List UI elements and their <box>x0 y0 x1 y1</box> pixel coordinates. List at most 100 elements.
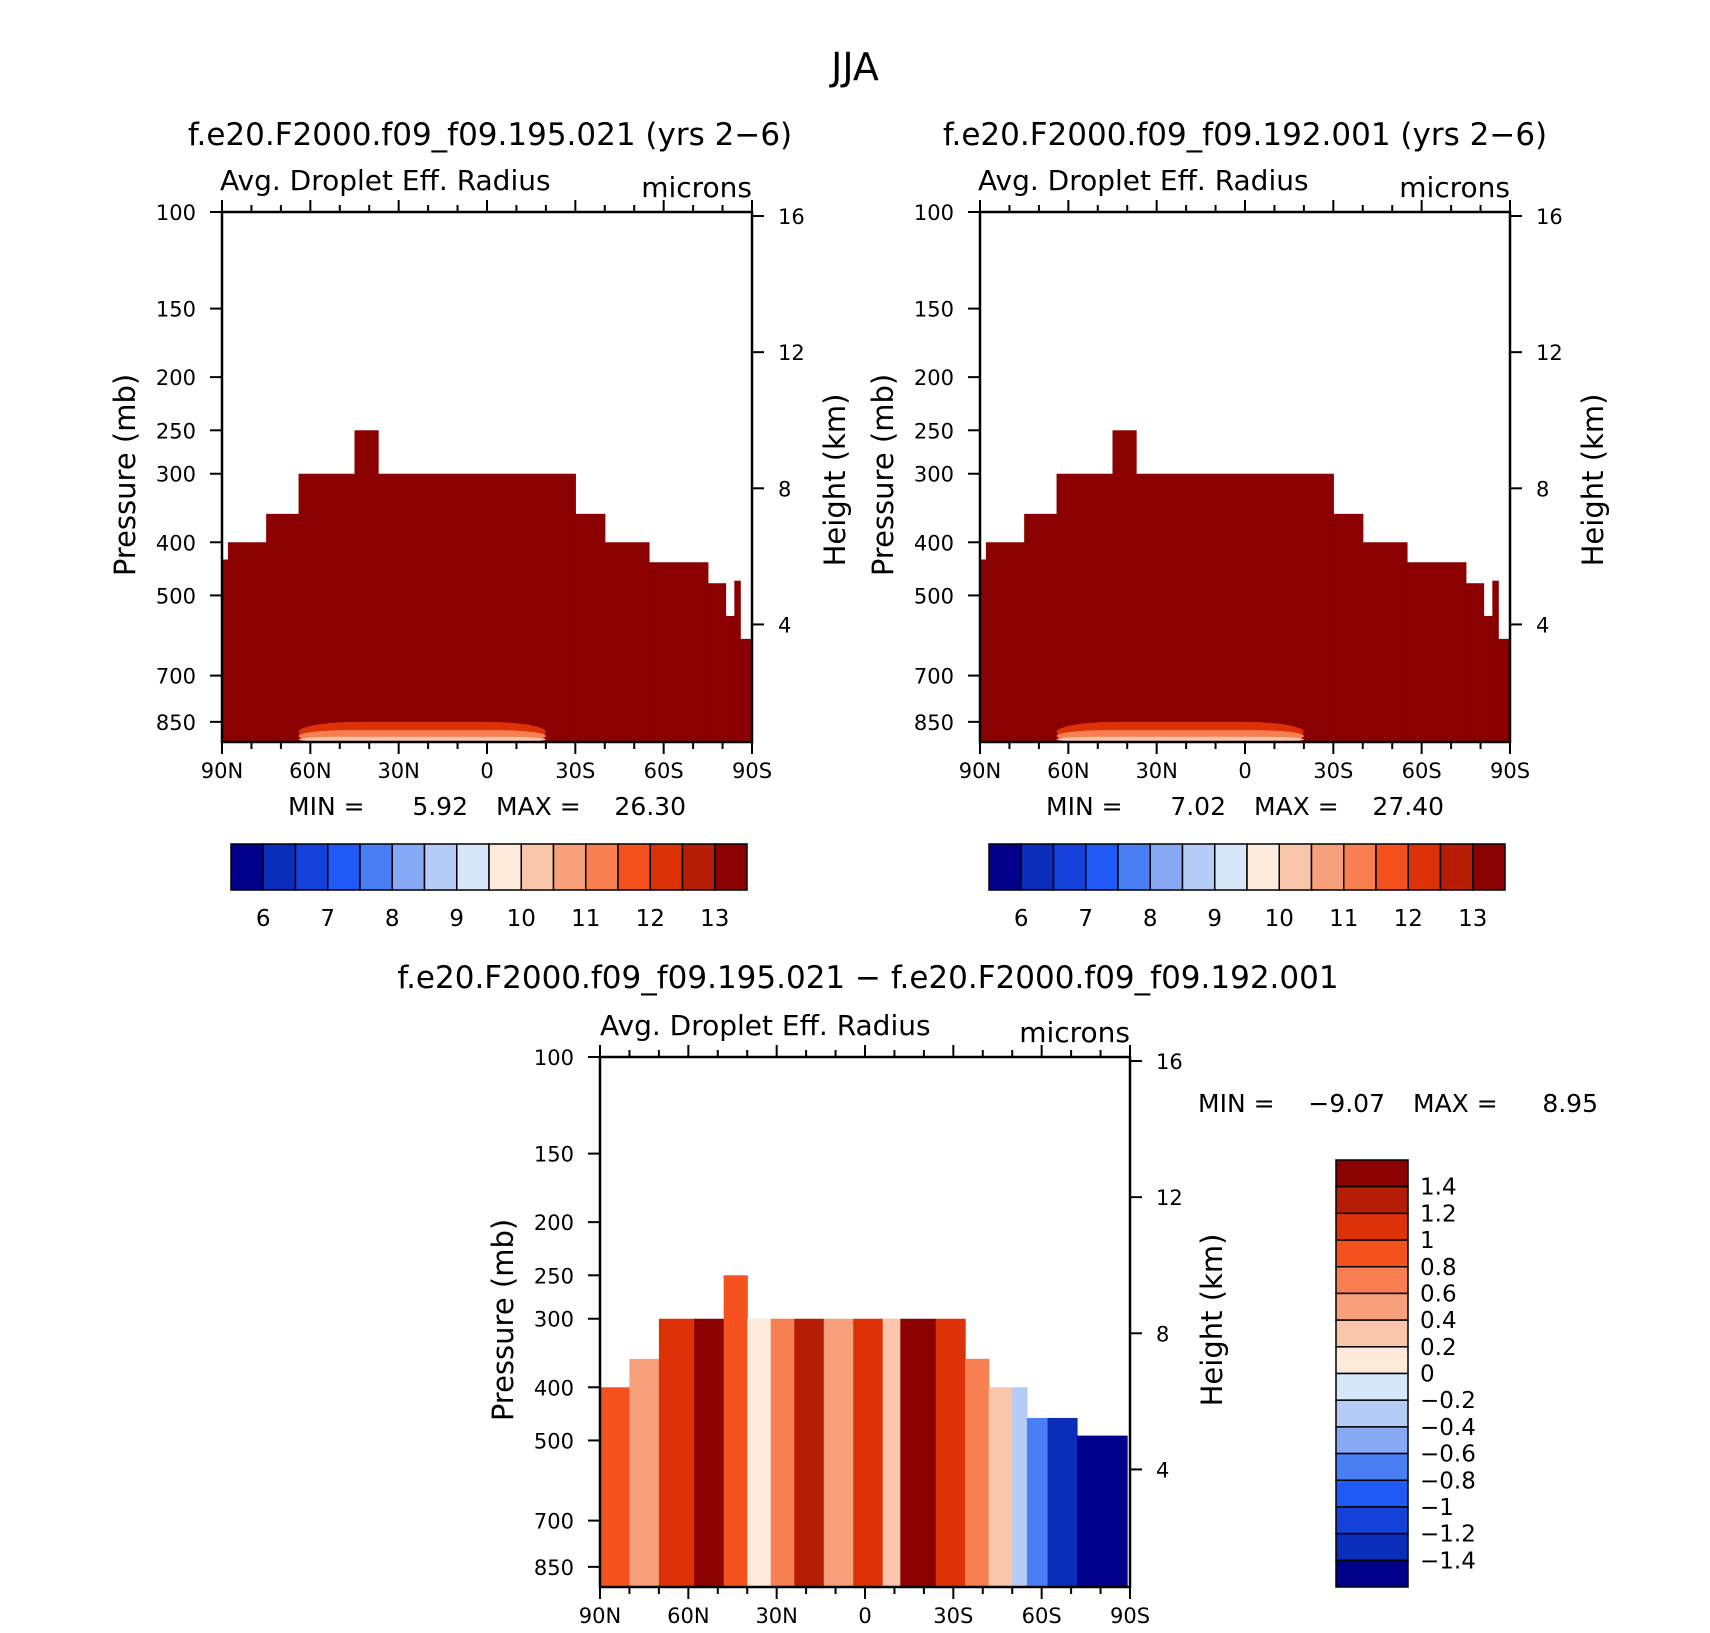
panel-b-min-label: MIN = <box>1046 792 1123 821</box>
panel-a-colorbar-box <box>714 843 748 891</box>
panel-diff-field-band <box>747 1318 772 1587</box>
panel-diff-xtick-label: 0 <box>858 1604 871 1628</box>
panel-b-y2tick-label: 8 <box>1536 477 1549 501</box>
panel-diff-colorbar-label: −1.4 <box>1420 1548 1476 1574</box>
panel-diff-min-label: MIN = <box>1198 1089 1275 1118</box>
panel-a-min-label: MIN = <box>288 792 365 821</box>
panel-diff-colorbar-label: −0.8 <box>1420 1468 1476 1494</box>
panel-diff: f.e20.F2000.f09_f09.195.021 − f.e20.F200… <box>397 960 1598 1628</box>
panel-diff-colorbar-label: 0.4 <box>1420 1308 1457 1334</box>
panel-b-xtick-label: 90N <box>959 759 1001 783</box>
panel-a-colorbar-label: 9 <box>449 906 464 932</box>
panel-a-colorbar-box <box>391 843 426 891</box>
panel-diff-colorbar-label: 0.6 <box>1420 1281 1457 1307</box>
panel-diff-min-value: −9.07 <box>1308 1089 1385 1118</box>
panel-diff-ytick-label: 250 <box>534 1264 574 1288</box>
panel-diff-colorbar-box <box>1335 1346 1409 1375</box>
panel-diff-field-band <box>935 1318 966 1587</box>
panel-a-colorbar-box <box>359 843 393 891</box>
panel-a-y2tick-label: 4 <box>778 613 791 637</box>
panel-b-colorbar-label: 9 <box>1207 906 1222 932</box>
panel-b-xtick-label: 90S <box>1490 759 1530 783</box>
panel-diff-colorbar-box <box>1335 1372 1409 1401</box>
panel-diff-units: microns <box>1019 1016 1130 1049</box>
panel-diff-field-band <box>882 1318 901 1587</box>
panel-a-ytick-label: 250 <box>156 419 196 443</box>
panel-b-ytick-label: 200 <box>914 366 954 390</box>
panel-diff-field-band <box>694 1318 725 1587</box>
panel-a-field-column <box>740 638 747 742</box>
panel-b-colorbar-label: 6 <box>1014 906 1029 932</box>
panel-a-variable: Avg. Droplet Eff. Radius <box>220 164 551 197</box>
panel-b-field-column <box>1362 542 1408 742</box>
panel-b-colorbar-label: 11 <box>1329 906 1358 932</box>
panel-b-xtick-label: 60S <box>1402 759 1442 783</box>
panel-a-field-column <box>648 562 709 742</box>
panel-diff-ytick-label: 300 <box>534 1308 574 1332</box>
panel-a-y2label: Height (km) <box>818 394 852 567</box>
panel-a-ytick-label: 150 <box>156 298 196 322</box>
panel-b-colorbar-box <box>1020 843 1055 891</box>
panel-a-y2tick-label: 16 <box>778 205 805 229</box>
panel-b-field-column <box>1406 562 1467 742</box>
panel-a-colorbar-box <box>294 843 329 891</box>
panel-a-title: f.e20.F2000.f09_f09.195.021 (yrs 2−6) <box>188 117 792 153</box>
panel-a-ytick-label: 200 <box>156 366 196 390</box>
panel-a-xtick-label: 60S <box>644 759 684 783</box>
panel-a-max-label: MAX = <box>496 792 581 821</box>
panel-b-colorbar-box <box>1439 843 1474 891</box>
panel-diff-y2tick-label: 8 <box>1156 1322 1169 1346</box>
panel-a-field-column <box>378 473 576 742</box>
panel-a-xtick-label: 30S <box>555 759 595 783</box>
panel-diff-y2label: Height (km) <box>1195 1234 1229 1407</box>
panel-diff-xtick-label: 30S <box>933 1604 973 1628</box>
panel-a-colorbar-box <box>327 843 361 891</box>
panel-b-y2tick-label: 4 <box>1536 613 1549 637</box>
panel-a-units: microns <box>641 171 752 204</box>
panel-b-field-column <box>1498 638 1505 742</box>
panel-diff-field-band <box>965 1358 990 1587</box>
panel-b-colorbar: 6 7 8 9 10 11 12 13 <box>988 843 1506 932</box>
panel-b-colorbar-box <box>1085 843 1119 891</box>
panel-b-colorbar-box <box>1052 843 1087 891</box>
panel-diff-field-band <box>1012 1387 1028 1587</box>
panel-b-field-column <box>1465 583 1485 742</box>
panel-b-field-column <box>1492 580 1499 742</box>
panel-diff-colorbar-box <box>1335 1506 1409 1535</box>
panel-b-colorbar-box <box>1181 843 1216 891</box>
panel-b-ytick-label: 850 <box>914 711 954 735</box>
panel-diff-field-band <box>823 1318 854 1587</box>
panel-b-colorbar-label: 13 <box>1458 906 1487 932</box>
panel-b-ytick-label: 700 <box>914 665 954 689</box>
panel-b-ytick-label: 400 <box>914 531 954 555</box>
panel-b-xtick-label: 30S <box>1313 759 1353 783</box>
panel-diff-colorbar-box <box>1335 1426 1409 1455</box>
panel-diff-field-band <box>1047 1417 1078 1587</box>
panel-b-ytick-label: 100 <box>914 201 954 225</box>
panel-b-axes: 100 150 200 250 300 400 500 700 850 16 12 8 4 90N 60N 3… <box>914 200 1563 783</box>
panel-a-field-column <box>575 513 606 742</box>
panel-a-ytick-label: 850 <box>156 711 196 735</box>
panel-a-field-column <box>725 615 735 742</box>
panel-diff-colorbar-box <box>1335 1399 1409 1428</box>
panel-diff-y2tick-label: 4 <box>1156 1458 1169 1482</box>
panel-a-xtick-label: 30N <box>377 759 419 783</box>
panel-diff-colorbar-label: −0.4 <box>1420 1415 1476 1441</box>
panel-a-min-value: 5.92 <box>412 792 468 821</box>
panel-diff-colorbar-box <box>1335 1479 1409 1508</box>
panel-b-field-column <box>1504 638 1510 742</box>
panel-b-colorbar-label: 10 <box>1265 906 1294 932</box>
panel-b-field-column <box>1056 473 1114 742</box>
panel-a-colorbar-box <box>681 843 716 891</box>
panel-a-field-column <box>746 638 752 742</box>
panel-a-xtick-label: 0 <box>480 759 493 783</box>
panel-diff-ylabel: Pressure (mb) <box>486 1219 520 1421</box>
panel-diff-xtick-label: 30N <box>755 1604 797 1628</box>
panel-b-units: microns <box>1399 171 1510 204</box>
panel-diff-ytick-label: 700 <box>534 1510 574 1534</box>
panel-diff-colorbar-box <box>1335 1319 1409 1348</box>
panel-diff-colorbar-box <box>1335 1266 1409 1295</box>
panel-a-colorbar-label: 7 <box>320 906 335 932</box>
panel-a-field-column <box>298 473 356 742</box>
panel-b-colorbar-box <box>1343 843 1377 891</box>
